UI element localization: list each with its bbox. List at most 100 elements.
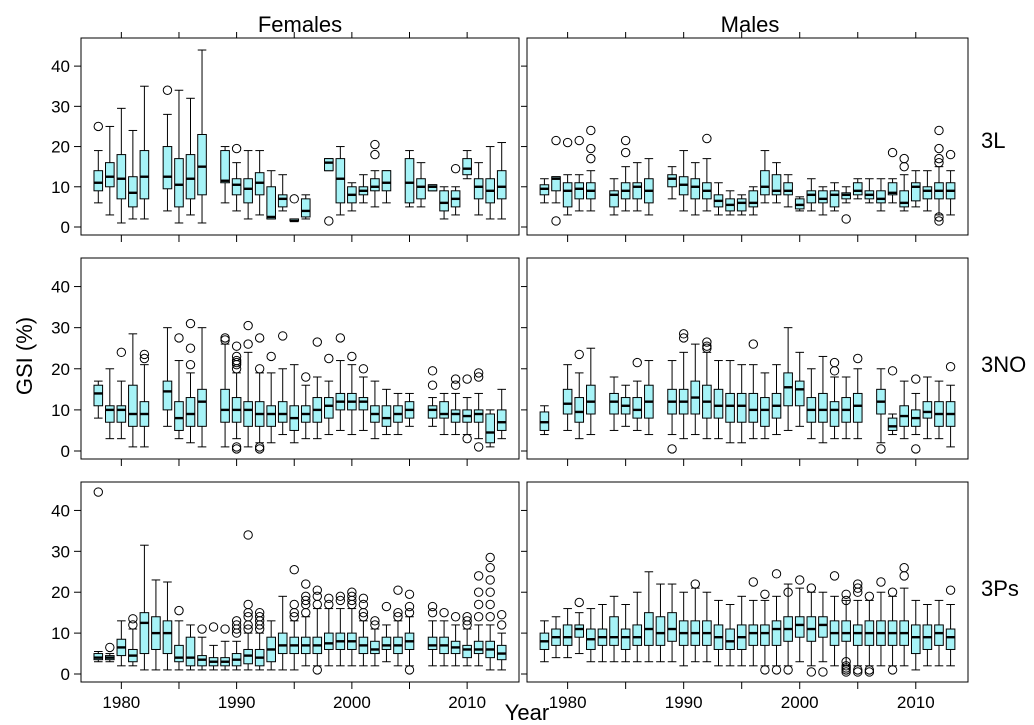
box-males-3no-1994: [725, 360, 735, 444]
column-label-males: Males: [721, 12, 780, 37]
outlier-point: [586, 125, 596, 136]
box-females-3ps-1991: [243, 530, 253, 671]
box-females-3l-2007: [427, 184, 438, 192]
outlier-point: [324, 599, 334, 610]
outlier-point: [254, 612, 265, 622]
outlier-point: [462, 612, 472, 622]
box-body: [381, 636, 392, 650]
box-females-3l-1978: [93, 121, 104, 204]
box-males-3no-2012: [934, 380, 944, 440]
y-axis-label: GSI (%): [12, 317, 37, 395]
y-tick-label: 40: [51, 278, 70, 297]
box-males-3ps-1986: [632, 591, 643, 663]
box-body: [462, 644, 472, 659]
box-males-3no-2008: [887, 366, 898, 436]
outlier-point: [427, 366, 438, 376]
box-males-3l-2000: [794, 196, 805, 212]
box-body: [358, 397, 369, 411]
outlier-point: [278, 331, 288, 341]
outlier-point: [301, 591, 311, 602]
box-females-3no-1989: [220, 333, 230, 448]
box-males-3l-2001: [806, 178, 817, 212]
box-body: [736, 198, 747, 212]
outlier-point: [174, 605, 184, 616]
outlier-point: [748, 577, 759, 587]
box-females-3ps-1979: [105, 642, 115, 663]
outlier-point: [231, 351, 242, 362]
outlier-point: [678, 333, 689, 343]
box-males-3no-1995: [736, 364, 747, 444]
box-females-3no-2005: [404, 392, 415, 427]
outlier-point: [473, 599, 484, 610]
outlier-point: [231, 341, 242, 351]
y-tick-label: 10: [51, 178, 70, 197]
box-females-3ps-2004: [393, 585, 403, 667]
outlier-point: [324, 216, 334, 226]
box-body: [574, 182, 585, 200]
outlier-point: [574, 135, 584, 146]
box-body: [725, 628, 735, 650]
box-males-3l-1990: [678, 150, 689, 212]
box-males-3l-1999: [783, 174, 793, 208]
box-body: [574, 624, 585, 638]
outlier-point: [934, 157, 944, 168]
box-body: [713, 388, 724, 419]
outlier-point: [370, 139, 380, 150]
box-males-3no-1984: [609, 376, 619, 431]
outlier-point: [887, 366, 898, 376]
outlier-point: [473, 368, 484, 378]
box-body: [335, 158, 346, 204]
y-tick-label: 10: [51, 624, 70, 643]
box-males-3l-1998: [771, 162, 782, 204]
box-females-3l-1993: [266, 170, 276, 220]
outlier-point: [887, 587, 898, 597]
outlier-point: [289, 612, 299, 622]
box-males-3ps-2001: [806, 583, 817, 677]
x-tick-label: 1980: [102, 693, 140, 712]
box-body: [162, 146, 173, 190]
box-females-3no-2001: [358, 364, 369, 431]
box-females-3l-2000: [347, 182, 357, 212]
box-body: [725, 392, 735, 423]
box-body: [748, 392, 759, 423]
box-females-3no-1982: [139, 349, 150, 448]
box-body: [266, 405, 276, 427]
x-tick-label: 1990: [218, 693, 256, 712]
x-tick-label: 2010: [897, 693, 935, 712]
outlier-point: [243, 320, 253, 331]
box-males-3l-1996: [748, 186, 759, 216]
box-males-3l-2003: [829, 182, 840, 212]
outlier-point: [473, 372, 484, 382]
box-males-3ps-1988: [655, 583, 666, 663]
box-body: [439, 401, 449, 419]
outlier-point: [289, 599, 299, 610]
outlier-point: [358, 612, 369, 622]
box-females-3no-2009: [450, 374, 461, 436]
panel-males-3ps: [526, 481, 969, 683]
box-females-3l-2001: [358, 174, 369, 204]
box-females-3l-1992: [254, 150, 265, 216]
outlier-point: [370, 616, 380, 626]
outlier-point: [243, 530, 253, 540]
box-females-3l-2005: [404, 150, 415, 208]
box-body: [243, 401, 253, 427]
outlier-point: [231, 620, 242, 630]
box-females-3ps-2012: [485, 552, 495, 671]
outlier-point: [324, 353, 334, 364]
outlier-point: [404, 601, 415, 612]
outlier-point: [254, 364, 265, 374]
outlier-point: [324, 593, 334, 604]
outlier-point: [795, 575, 805, 585]
outlier-point: [760, 589, 770, 599]
box-body: [370, 178, 380, 192]
panel-frame: [526, 257, 969, 460]
row-label-3no: 3NO: [981, 352, 1026, 377]
outlier-point: [945, 362, 956, 372]
box-males-3ps-2002: [818, 591, 828, 677]
outlier-point: [473, 571, 484, 581]
x-tick-label: 1990: [665, 693, 703, 712]
box-body: [841, 620, 851, 642]
box-males-3l-1979: [551, 135, 561, 226]
box-body: [852, 392, 863, 423]
box-body: [300, 198, 311, 218]
